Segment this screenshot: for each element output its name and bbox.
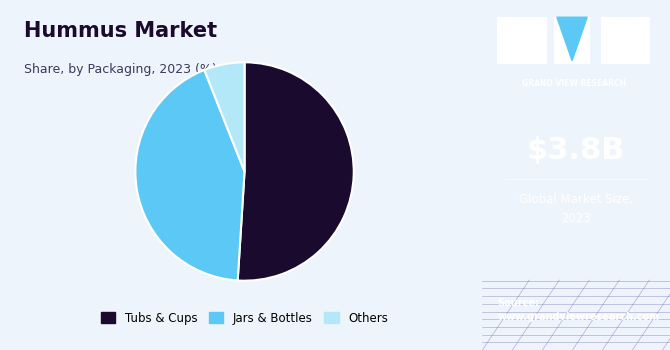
Wedge shape xyxy=(135,70,245,280)
Text: Source:
www.grandviewresearch.com: Source: www.grandviewresearch.com xyxy=(497,298,659,322)
FancyBboxPatch shape xyxy=(601,17,650,64)
Wedge shape xyxy=(238,62,354,281)
FancyBboxPatch shape xyxy=(554,17,590,64)
Text: Share, by Packaging, 2023 (%): Share, by Packaging, 2023 (%) xyxy=(24,63,217,76)
Legend: Tubs & Cups, Jars & Bottles, Others: Tubs & Cups, Jars & Bottles, Others xyxy=(96,307,393,329)
Polygon shape xyxy=(557,17,587,61)
Text: Hummus Market: Hummus Market xyxy=(24,21,217,41)
Text: $3.8B: $3.8B xyxy=(527,136,625,165)
Wedge shape xyxy=(204,62,245,172)
FancyBboxPatch shape xyxy=(497,17,547,64)
Text: GRAND VIEW RESEARCH: GRAND VIEW RESEARCH xyxy=(523,79,626,88)
Text: Global Market Size,
2023: Global Market Size, 2023 xyxy=(519,193,633,224)
